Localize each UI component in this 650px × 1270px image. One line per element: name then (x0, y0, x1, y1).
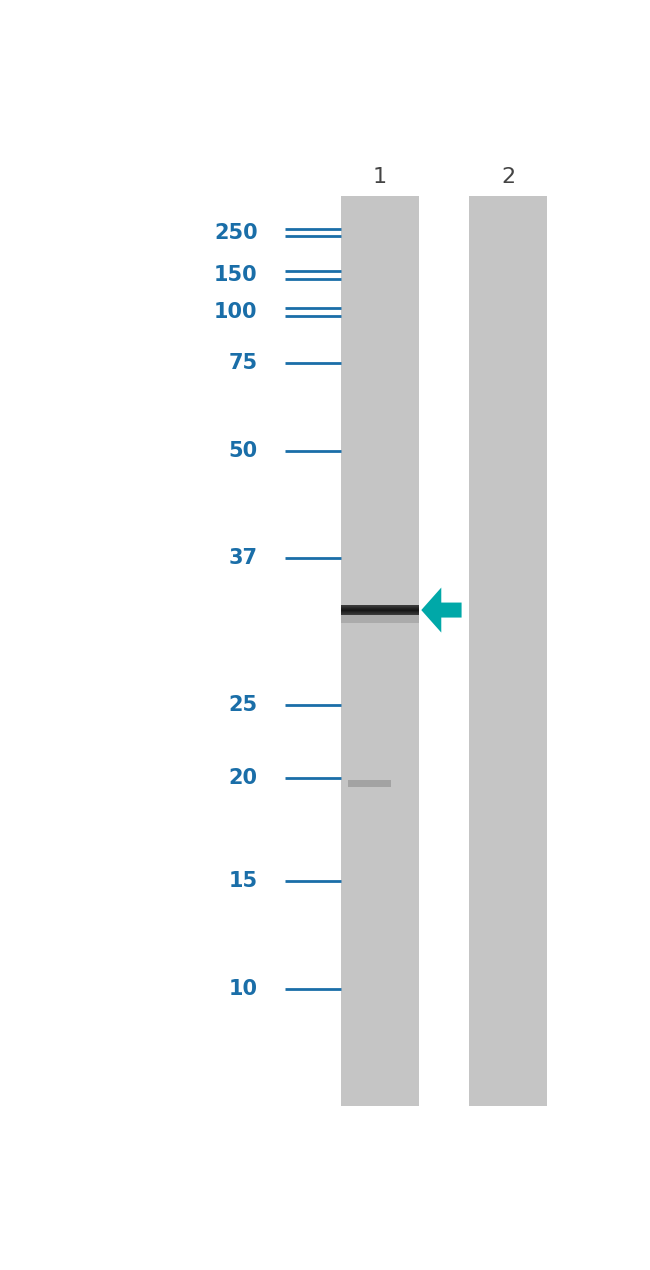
Bar (341, 197, 419, 1106)
Text: 75: 75 (228, 353, 257, 372)
Text: 2: 2 (501, 166, 515, 187)
Text: 1: 1 (372, 166, 387, 187)
Text: 20: 20 (229, 768, 257, 789)
Text: 10: 10 (229, 978, 257, 998)
Text: 37: 37 (229, 549, 257, 568)
Text: 25: 25 (228, 695, 257, 715)
Text: 250: 250 (214, 222, 257, 243)
Text: 15: 15 (228, 871, 257, 892)
Bar (469, 197, 547, 1106)
Text: 50: 50 (228, 441, 257, 461)
Text: 100: 100 (214, 302, 257, 321)
Bar (341, 616, 419, 624)
Bar (348, 780, 391, 786)
Text: 150: 150 (214, 264, 257, 284)
